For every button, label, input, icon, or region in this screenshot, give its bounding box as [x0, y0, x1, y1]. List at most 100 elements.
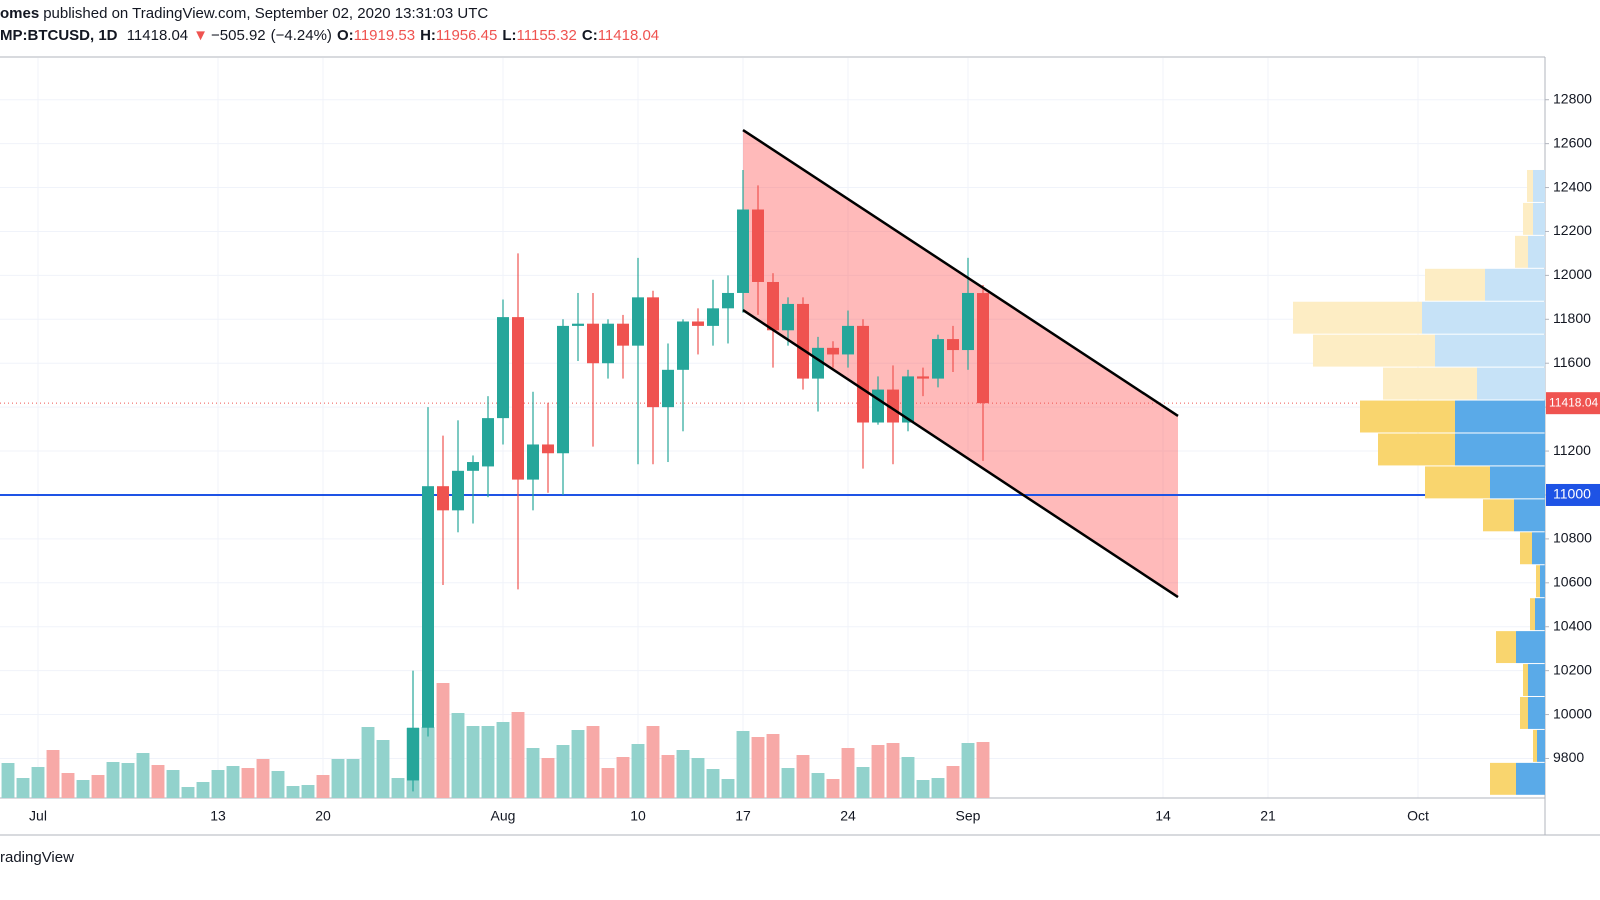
profile-up	[1535, 598, 1545, 631]
profile-down	[1530, 598, 1535, 631]
candle-body	[932, 339, 944, 379]
volume-bar	[826, 779, 840, 798]
y-tick-label: 12800	[1553, 90, 1592, 106]
hline-badge-label: 11000	[1553, 486, 1591, 502]
volume-bar	[901, 757, 915, 798]
profile-down	[1533, 729, 1537, 762]
profile-up	[1455, 400, 1545, 433]
x-tick-label: 17	[735, 808, 751, 824]
profile-down	[1520, 696, 1528, 729]
close-value: 11418.04	[597, 27, 660, 44]
volume-bar	[271, 771, 285, 798]
volume-bar	[676, 750, 690, 798]
candle-body	[917, 376, 929, 379]
candle-body	[527, 444, 539, 480]
low-value: 11155.32	[516, 27, 577, 44]
header-line-1: omes published on TradingView.com, Septem…	[0, 5, 493, 22]
volume-bar	[871, 745, 885, 798]
last-price-badge-label: 11418.04	[1549, 395, 1598, 409]
volume-bar	[151, 765, 165, 798]
y-tick-label: 11600	[1553, 354, 1591, 370]
candle-body	[437, 486, 449, 511]
channel-upper	[742, 128, 1179, 417]
profile-up	[1533, 202, 1545, 235]
profile-down	[1523, 664, 1528, 696]
publish-info: published on TradingView.com, September …	[43, 5, 489, 22]
profile-up	[1516, 762, 1545, 795]
x-tick-label: 24	[840, 808, 856, 824]
volume-bar	[466, 726, 480, 798]
volume-bar	[631, 744, 645, 798]
profile-up	[1540, 565, 1545, 598]
candle-body	[752, 209, 764, 282]
volume-bar	[481, 726, 495, 798]
volume-bar	[556, 745, 570, 798]
volume-bar	[106, 762, 120, 798]
y-tick-label: 10000	[1553, 705, 1592, 721]
y-tick-label: 10800	[1553, 530, 1592, 546]
y-tick-label: 11800	[1553, 310, 1591, 326]
volume-bar	[961, 743, 975, 798]
candle-body	[797, 303, 809, 379]
profile-down	[1360, 400, 1455, 433]
candle-body	[587, 323, 599, 364]
volume-bar	[166, 770, 180, 798]
candle-body	[812, 347, 824, 379]
volume-bar	[451, 713, 465, 798]
volume-bar	[616, 757, 630, 798]
change-pct: (−4.24%)	[270, 27, 332, 44]
volume-bar	[601, 768, 615, 798]
volume-bar	[661, 755, 675, 798]
volume-bar	[541, 758, 555, 798]
candle-body	[887, 389, 899, 423]
profile-down	[1527, 169, 1533, 202]
candle-body	[737, 209, 749, 293]
y-tick-label: 12000	[1553, 266, 1592, 282]
candle-body	[902, 376, 914, 423]
candle-body	[947, 339, 959, 351]
profile-up	[1533, 169, 1545, 202]
x-tick-label: 21	[1260, 808, 1276, 824]
volume-bar	[241, 768, 255, 798]
volume-bar	[31, 767, 45, 798]
volume-bar	[286, 786, 300, 798]
profile-down	[1523, 202, 1533, 235]
candle-body	[767, 281, 779, 331]
candle-body	[857, 325, 869, 423]
direction: ▼	[193, 27, 208, 44]
volume-bar	[691, 758, 705, 798]
profile-down	[1378, 433, 1455, 466]
x-tick-label: Sep	[956, 808, 981, 824]
candle-body	[452, 470, 464, 511]
volume-bar	[751, 737, 765, 798]
open-value: 11919.53	[353, 27, 416, 44]
x-tick-label: 14	[1155, 808, 1171, 824]
candle-body	[827, 347, 839, 355]
profile-up	[1455, 433, 1545, 466]
close-label: C:	[581, 27, 598, 44]
profile-up	[1514, 499, 1545, 532]
profile-up	[1490, 466, 1545, 499]
candle-body	[632, 297, 644, 346]
channel-lower	[742, 309, 1179, 599]
profile-up	[1532, 532, 1545, 565]
candle-body	[407, 727, 419, 781]
candle-body	[977, 293, 989, 404]
candle-body	[497, 317, 509, 419]
change: −505.92	[211, 27, 266, 44]
volume-bar	[16, 778, 30, 798]
profile-down	[1313, 334, 1435, 367]
x-tick-label: Aug	[491, 808, 516, 824]
hline-badge	[1546, 483, 1600, 506]
profile-up	[1485, 268, 1545, 301]
x-tick-label: 13	[210, 808, 226, 824]
symbol: MP:BTCUSD, 1D	[0, 27, 118, 44]
profile-down	[1496, 631, 1516, 664]
y-tick-label: 10600	[1553, 574, 1592, 590]
x-tick-label: 10	[630, 808, 646, 824]
volume-bar	[1, 763, 15, 798]
candle-body	[482, 418, 494, 467]
high-label: H:	[420, 27, 436, 44]
